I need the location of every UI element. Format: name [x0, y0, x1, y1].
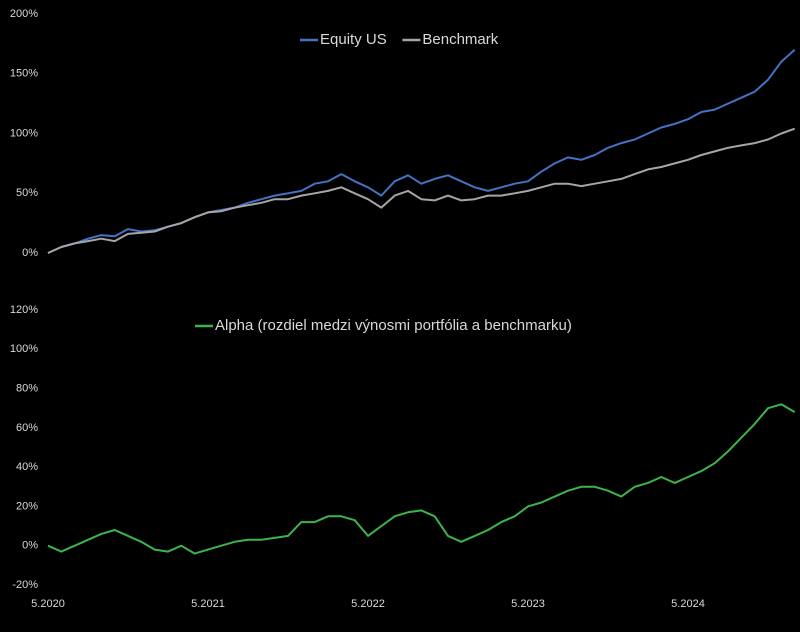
series-line	[47, 49, 796, 254]
y-tick-label: 20%	[16, 500, 38, 512]
y-tick-label: 200%	[10, 8, 38, 20]
y-tick-label: 80%	[16, 382, 38, 394]
series-line	[47, 127, 796, 254]
legend-label: Alpha (rozdiel medzi výnosmi portfólia a…	[215, 317, 572, 334]
y-tick-label: 0%	[22, 540, 38, 552]
x-tick-label: 5.2024	[671, 598, 705, 610]
legend-label: Equity US	[320, 31, 387, 48]
y-tick-label: 100%	[10, 343, 38, 355]
series-line	[47, 403, 796, 555]
y-tick-label: 100%	[10, 127, 38, 139]
y-tick-label: 120%	[10, 304, 38, 316]
x-tick-label: 5.2022	[351, 598, 385, 610]
y-tick-label: 60%	[16, 422, 38, 434]
x-tick-label: 5.2023	[511, 598, 545, 610]
y-tick-label: 40%	[16, 461, 38, 473]
x-tick-label: 5.2020	[31, 598, 65, 610]
y-tick-label: 150%	[10, 68, 38, 80]
y-tick-label: 0%	[22, 247, 38, 259]
y-tick-label: 50%	[16, 187, 38, 199]
legend-label: Benchmark	[422, 31, 498, 48]
x-tick-label: 5.2021	[191, 598, 225, 610]
y-tick-label: -20%	[12, 579, 38, 591]
